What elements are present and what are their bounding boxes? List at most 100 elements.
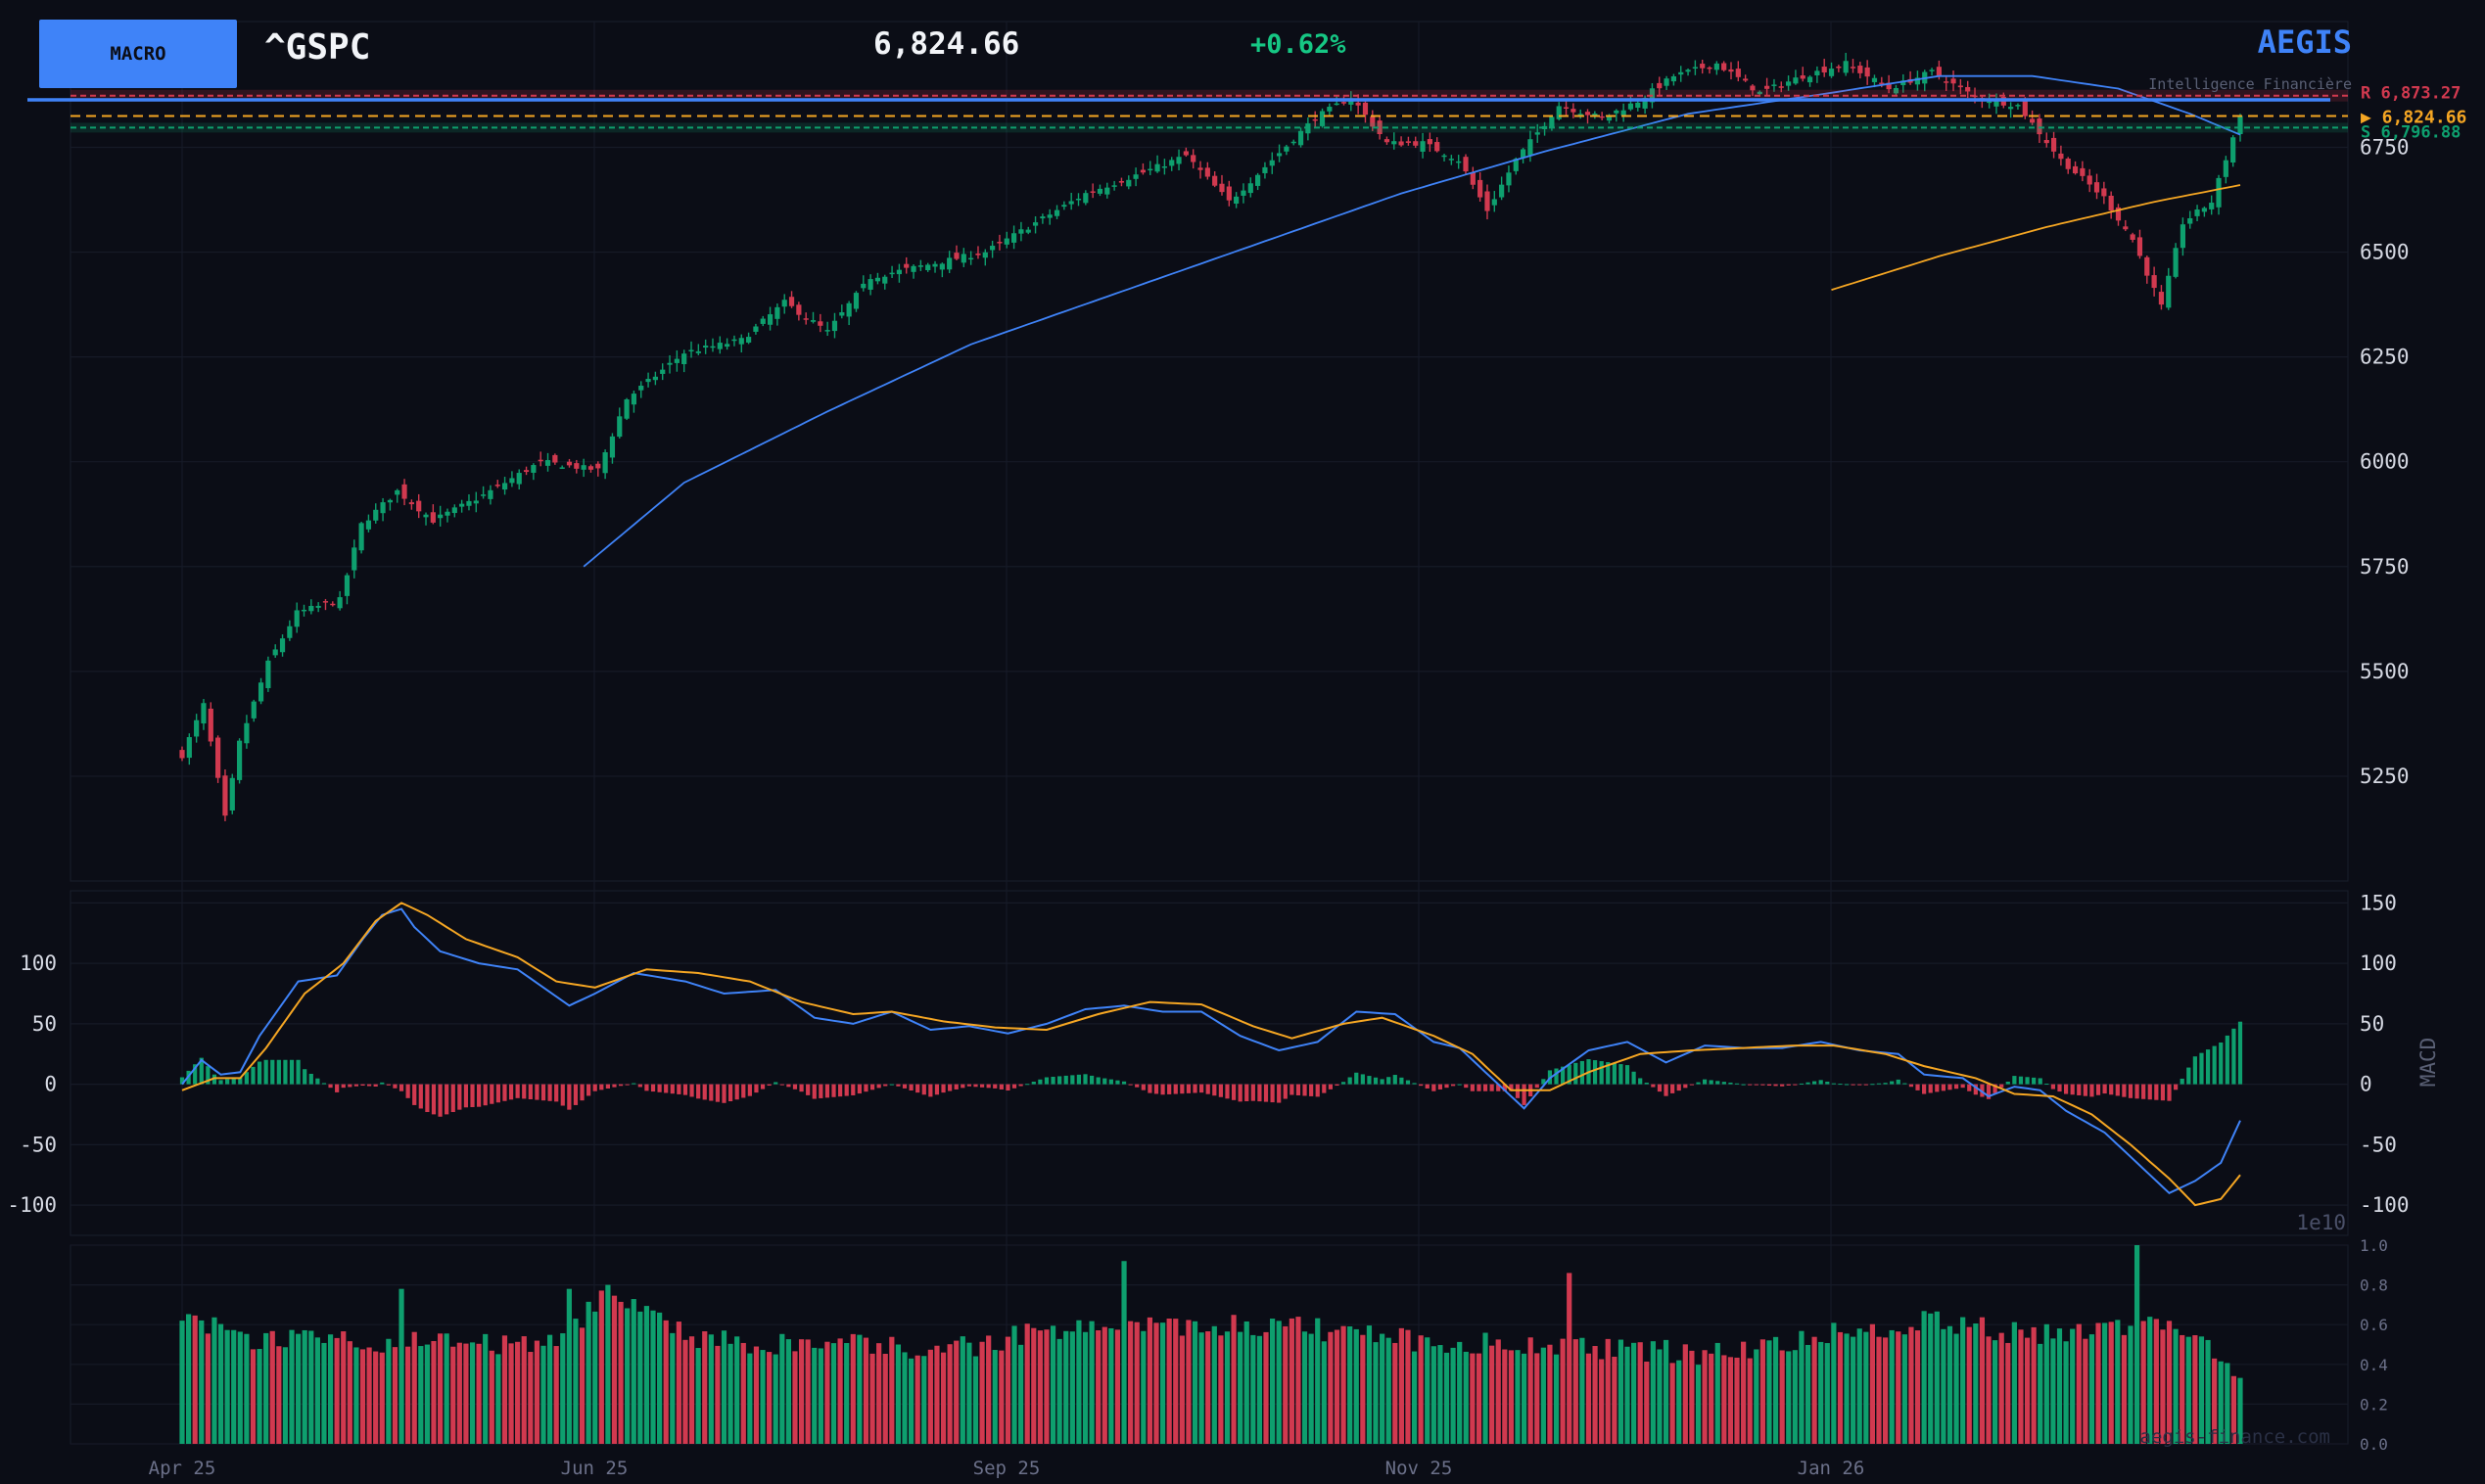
volume-bar — [1295, 1317, 1301, 1444]
volume-bar — [1347, 1325, 1353, 1444]
macd-y-tick-left: 0 — [44, 1073, 57, 1096]
macd-histogram-bar — [2025, 1077, 2030, 1085]
candle-body — [1987, 101, 1993, 104]
macd-histogram-bar — [1205, 1084, 1210, 1094]
macd-histogram-bar — [1470, 1084, 1475, 1091]
macd-histogram-bar — [851, 1084, 856, 1095]
volume-bar — [1443, 1352, 1450, 1444]
candle-body — [2086, 175, 2092, 185]
volume-bar — [1166, 1318, 1172, 1444]
macd-histogram-bar — [1199, 1084, 1204, 1093]
macd-histogram-bar — [592, 1084, 597, 1091]
macd-histogram-bar — [477, 1084, 482, 1107]
macd-histogram-bar — [702, 1084, 707, 1100]
candle-body — [2115, 207, 2122, 221]
volume-bar — [1069, 1331, 1075, 1444]
volume-bar — [483, 1333, 489, 1444]
macd-histogram-bar — [902, 1084, 908, 1089]
macd-histogram-bar — [1554, 1068, 1559, 1085]
candle-body — [2216, 177, 2222, 208]
candle-body — [1118, 180, 1125, 183]
macd-histogram-bar — [238, 1077, 243, 1085]
macd-y-tick-right: -50 — [2360, 1133, 2397, 1156]
candle-body — [2043, 140, 2049, 144]
candle-body — [1850, 67, 1856, 69]
volume-bar — [688, 1336, 695, 1444]
candle-body — [660, 369, 666, 374]
macro-button[interactable]: MACRO — [39, 20, 237, 88]
volume-bar — [902, 1352, 908, 1444]
candle-body — [494, 485, 500, 487]
macd-histogram-bar — [948, 1084, 953, 1091]
macd-histogram-bar — [1496, 1084, 1501, 1091]
volume-bar — [1553, 1354, 1560, 1444]
volume-bar — [1695, 1365, 1702, 1444]
volume-bar — [282, 1347, 289, 1444]
volume-bar — [1385, 1337, 1391, 1444]
volume-bar — [2128, 1325, 2133, 1444]
macd-histogram-bar — [1592, 1060, 1598, 1085]
macd-histogram-bar — [1606, 1062, 1611, 1085]
volume-bar — [611, 1295, 618, 1444]
candle-body — [1448, 159, 1454, 161]
macd-histogram-bar — [425, 1084, 430, 1113]
macd-histogram-bar — [457, 1084, 462, 1110]
candle-body — [1075, 198, 1082, 201]
volume-bar — [2173, 1328, 2179, 1444]
volume-bar — [515, 1341, 521, 1444]
volume-bar — [1998, 1332, 2004, 1444]
grid-lines — [70, 21, 2349, 1445]
volume-bar — [1714, 1342, 1720, 1444]
macd-histogram-bar — [1444, 1084, 1449, 1089]
macd-histogram-bar — [1689, 1084, 1695, 1086]
volume-bar — [1457, 1341, 1463, 1444]
volume-bar — [257, 1349, 262, 1444]
candle-body — [2058, 153, 2064, 160]
candle-body — [1929, 70, 1935, 71]
macd-histogram-bar — [289, 1059, 295, 1085]
price-y-tick: 6500 — [2360, 241, 2410, 264]
candle-body — [208, 708, 213, 742]
candle-body — [1191, 155, 1196, 162]
macd-histogram-bar — [921, 1084, 926, 1095]
volume-bar — [269, 1330, 275, 1444]
volume-bar — [2133, 1245, 2140, 1444]
volume-bar — [211, 1317, 217, 1444]
volume-bar — [1856, 1328, 1862, 1444]
macd-histogram-bar — [612, 1084, 617, 1088]
macd-histogram-bar — [1844, 1084, 1850, 1086]
macd-histogram-bar — [1651, 1084, 1656, 1088]
candle-body — [473, 500, 479, 504]
price-change: +0.62% — [1250, 29, 1346, 60]
candle-body — [932, 263, 938, 267]
macd-histogram-bar — [1011, 1084, 1017, 1089]
volume-bar — [476, 1343, 482, 1444]
macd-histogram-bar — [276, 1059, 281, 1085]
macd-histogram-bar — [1709, 1080, 1713, 1085]
candle-body — [2101, 188, 2107, 197]
macd-histogram-bar — [1612, 1063, 1617, 1085]
volume-bar — [2011, 1322, 2017, 1444]
volume-bar — [1256, 1335, 1263, 1444]
macd-histogram-bar — [1289, 1084, 1294, 1095]
volume-bar — [1128, 1321, 1134, 1444]
volume-bar — [2160, 1329, 2166, 1444]
volume-bar — [1721, 1355, 1727, 1444]
candle-body — [1383, 139, 1390, 143]
support-label: S 6,796.88 — [2361, 122, 2461, 142]
volume-bar — [760, 1350, 766, 1444]
volume-bar — [960, 1336, 965, 1444]
candle-body — [803, 318, 809, 320]
candle-body — [1534, 132, 1540, 135]
macd-histogram-bar — [328, 1084, 333, 1089]
volume-bar — [334, 1337, 340, 1444]
macd-histogram-bar — [2205, 1049, 2211, 1085]
volume-bar — [1901, 1334, 1907, 1444]
macd-histogram-bar — [1825, 1082, 1830, 1085]
macd-histogram-bar — [2212, 1045, 2217, 1085]
candle-body — [1154, 163, 1160, 172]
macd-histogram-bar — [399, 1084, 404, 1091]
macd-histogram-bar — [1715, 1081, 1720, 1085]
volume-bar — [1921, 1311, 1927, 1444]
candle-body — [2037, 118, 2042, 135]
